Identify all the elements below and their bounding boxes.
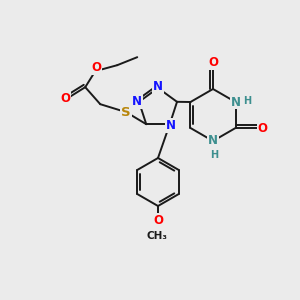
Text: H: H (244, 96, 252, 106)
Text: N: N (208, 134, 218, 148)
Text: N: N (166, 119, 176, 132)
Text: O: O (257, 122, 268, 134)
Text: O: O (91, 61, 101, 74)
Text: H: H (210, 150, 218, 160)
Text: O: O (60, 92, 70, 105)
Text: S: S (122, 106, 131, 119)
Text: N: N (153, 80, 163, 94)
Text: CH₃: CH₃ (146, 231, 167, 241)
Text: N: N (132, 95, 142, 108)
Text: O: O (153, 214, 163, 226)
Text: O: O (208, 56, 218, 70)
Text: N: N (230, 95, 241, 109)
